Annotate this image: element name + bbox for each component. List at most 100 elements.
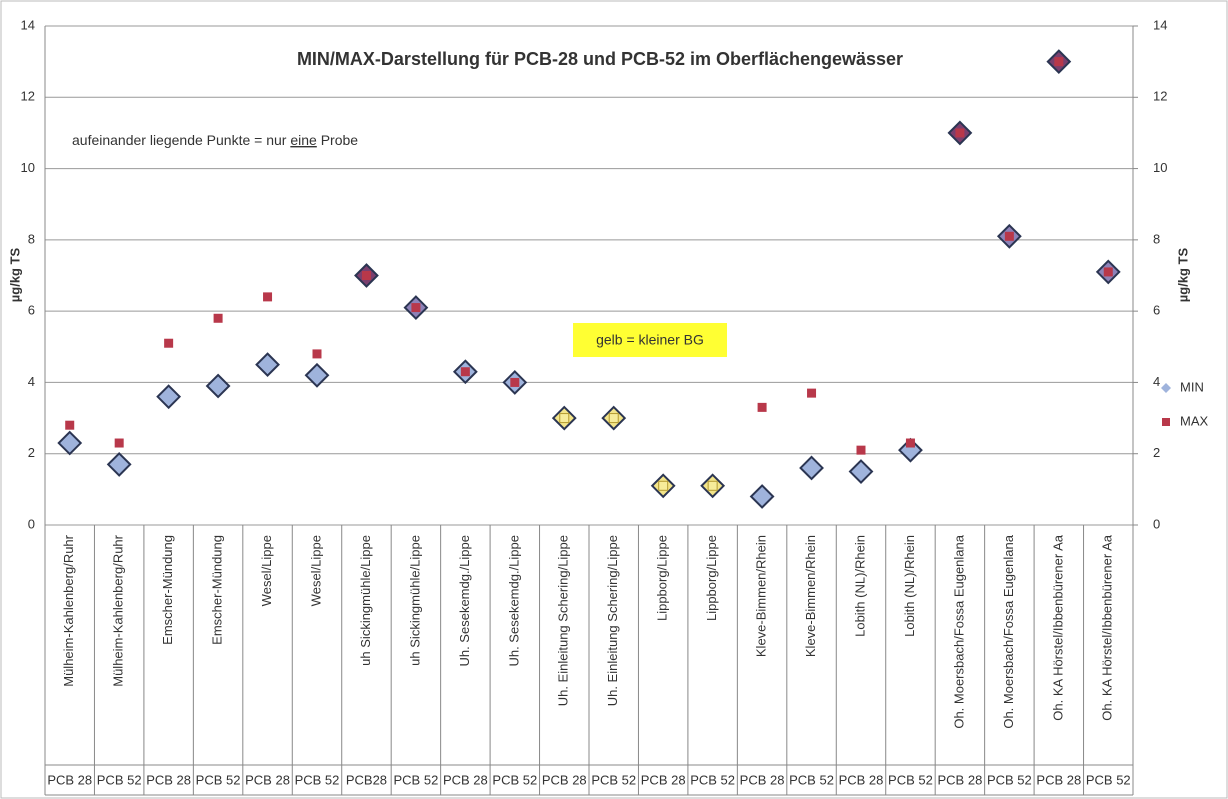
- x-tick-label: Mülheim-Kahlenberg/Ruhr: [111, 534, 126, 686]
- legend-marker: [1162, 418, 1170, 426]
- max-marker: [955, 128, 965, 138]
- y-axis-label: µg/kg TS: [7, 247, 22, 302]
- y2-tick-label: 4: [1153, 374, 1160, 389]
- min-marker: [106, 451, 132, 477]
- max-marker: [1004, 231, 1014, 241]
- x-tick-label: Kleve-Bimmen/Rhein: [803, 535, 818, 657]
- min-marker: [205, 373, 231, 399]
- x-tick-label: Emscher-Mündung: [210, 535, 225, 645]
- max-marker: [361, 271, 371, 280]
- legend-marker: [1161, 383, 1171, 393]
- x-sub-label: PCB 28: [542, 772, 587, 787]
- y2-tick-label: 2: [1153, 445, 1160, 460]
- min-marker: [255, 352, 280, 378]
- x-tick-label: Oh. KA Hörstel/Ibbenbürener Aa: [1100, 534, 1115, 720]
- max-marker: [1103, 267, 1113, 277]
- x-tick-label: Lippborg/Lippe: [655, 535, 670, 621]
- annotation-part: Probe: [317, 132, 358, 148]
- max-marker: [757, 402, 767, 412]
- x-tick-label: Oh. Moersbach/Fossa Eugenlana: [951, 534, 966, 728]
- y-tick-label: 0: [28, 516, 35, 531]
- x-sub-label: PCB 28: [245, 772, 290, 787]
- annotation-part: eine: [290, 132, 317, 148]
- x-sub-label: PCB 52: [888, 772, 933, 787]
- annotation: gelb = kleiner BG: [596, 332, 704, 348]
- x-tick-label: Lippborg/Lippe: [704, 535, 719, 621]
- legend-label: MAX: [1180, 413, 1209, 428]
- x-sub-label: PCB 28: [740, 772, 785, 787]
- max-marker: [1054, 57, 1064, 67]
- min-marker: [799, 455, 824, 481]
- x-tick-label: Kleve-Bimmen/Rhein: [754, 535, 769, 657]
- x-tick-label: Lobith (NL)/Rhein: [902, 535, 917, 637]
- x-sub-label: PCB 28: [938, 772, 983, 787]
- min-marker: [848, 459, 874, 484]
- x-tick-label: Oh. KA Hörstel/Ibbenbürener Aa: [1050, 534, 1065, 720]
- min-marker: [304, 362, 330, 388]
- x-sub-label: PCB 52: [789, 772, 834, 787]
- x-sub-label: PCB 28: [1036, 772, 1081, 787]
- y-tick-label: 12: [21, 89, 35, 104]
- legend-label: MIN: [1180, 379, 1204, 394]
- min-marker: [749, 484, 775, 509]
- x-sub-label: PCB 52: [196, 772, 241, 787]
- x-tick-label: Mülheim-Kahlenberg/Ruhr: [61, 534, 76, 686]
- x-sub-label: PCB 28: [443, 772, 488, 787]
- y2-tick-label: 6: [1153, 303, 1160, 318]
- max-marker: [658, 480, 669, 491]
- max-marker: [905, 438, 915, 448]
- y2-tick-label: 10: [1153, 160, 1167, 175]
- max-marker: [213, 313, 223, 323]
- y2-tick-label: 14: [1153, 17, 1167, 32]
- max-marker: [164, 338, 174, 348]
- x-sub-label: PCB 52: [690, 772, 735, 787]
- x-sub-label: PCB 28: [146, 772, 191, 787]
- y-tick-label: 10: [21, 160, 35, 175]
- max-marker: [510, 377, 520, 387]
- y2-axis-label: µg/kg TS: [1175, 247, 1190, 302]
- y-tick-label: 8: [28, 231, 35, 246]
- y2-tick-label: 0: [1153, 516, 1160, 531]
- max-marker: [114, 438, 124, 448]
- max-marker: [807, 388, 817, 398]
- x-tick-label: Lobith (NL)/Rhein: [852, 535, 867, 637]
- y-tick-label: 6: [28, 303, 35, 318]
- y-tick-label: 2: [28, 445, 35, 460]
- x-tick-label: Oh. Moersbach/Fossa Eugenlana: [1001, 534, 1016, 728]
- max-marker: [559, 413, 570, 424]
- x-tick-label: Uh. Einleitung Schering/Lippe: [556, 535, 571, 706]
- x-tick-label: Wesel/Lippe: [308, 535, 323, 606]
- annotation: aufeinander liegende Punkte = nur eine P…: [72, 132, 358, 148]
- x-sub-label: PCB 52: [492, 772, 537, 787]
- max-marker: [460, 367, 470, 377]
- x-sub-label: PCB 52: [97, 772, 142, 787]
- y2-tick-label: 8: [1153, 231, 1160, 246]
- x-sub-label: PCB 52: [295, 772, 340, 787]
- annotation-part: aufeinander liegende Punkte = nur: [72, 132, 290, 148]
- x-tick-label: Uh. Einleitung Schering/Lippe: [605, 535, 620, 706]
- max-marker: [312, 349, 322, 359]
- x-tick-label: Wesel/Lippe: [259, 535, 274, 606]
- max-marker: [411, 303, 421, 313]
- y-tick-label: 4: [28, 374, 35, 389]
- min-marker: [156, 384, 182, 410]
- y2-tick-label: 12: [1153, 89, 1167, 104]
- chart-title: MIN/MAX-Darstellung für PCB-28 und PCB-5…: [297, 49, 903, 69]
- min-marker: [57, 430, 83, 456]
- x-tick-label: Uh. Sesekemdg./Lippe: [506, 535, 521, 667]
- max-marker: [707, 480, 718, 491]
- max-marker: [263, 292, 273, 302]
- x-tick-label: uh Sickingmühle/Lippe: [358, 535, 373, 666]
- y-tick-label: 14: [21, 17, 35, 32]
- max-marker: [856, 445, 866, 455]
- max-marker: [608, 413, 619, 424]
- x-sub-label: PCB 28: [641, 772, 686, 787]
- x-sub-label: PCB 52: [591, 772, 636, 787]
- x-sub-label: PCB 52: [1086, 772, 1131, 787]
- x-sub-label: PCB 28: [839, 772, 884, 787]
- x-tick-label: uh Sickingmühle/Lippe: [407, 535, 422, 666]
- min-marker: [898, 437, 923, 463]
- x-sub-label: PCB 52: [394, 772, 439, 787]
